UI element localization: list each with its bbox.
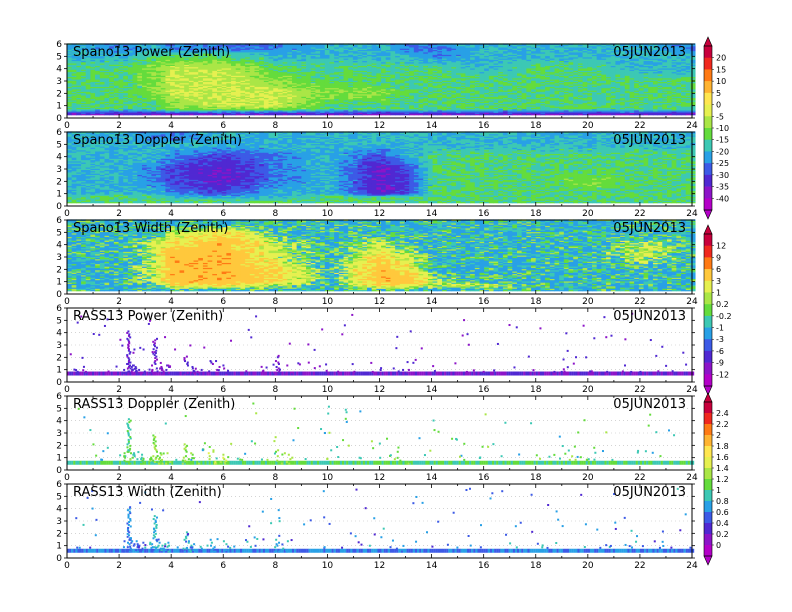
panels: 01234560 2 4 6 8 10 12 14 16 18 20 22 24Spano13 Powe… <box>56 40 698 571</box>
panel-1: 01234560 2 4 6 8 10 12 14 16 18 20 22 24Spano13 Powe… <box>56 40 698 131</box>
